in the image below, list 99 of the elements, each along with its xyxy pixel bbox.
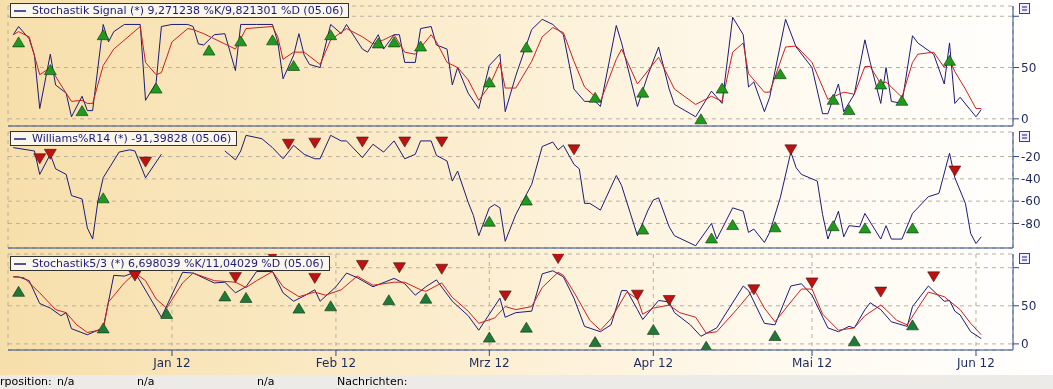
point [435,136,449,148]
point [149,82,163,94]
point [229,272,242,283]
point [398,136,412,148]
point [382,294,396,306]
point [943,55,956,66]
y-tick-label: 50 [1021,299,1037,314]
y-tick-label: 50 [1021,60,1037,75]
point [234,35,248,47]
point [826,220,840,231]
point [356,136,369,148]
point [588,336,602,347]
point [44,64,57,75]
point [483,76,496,88]
point [784,144,798,156]
point [324,29,337,41]
point [44,149,57,160]
x-tick-label: Jun 12 [956,355,995,370]
point [483,215,496,227]
text: Nachrichten: [337,375,408,388]
point [895,95,909,106]
point [662,295,676,306]
point [266,34,279,46]
x-tick-label: Apr 12 [633,355,674,370]
point [694,113,708,125]
point [96,29,110,41]
point [588,91,602,103]
y-tick-label: -80 [1021,216,1041,231]
text: n/a [257,375,275,388]
y-tick-label: 0 [1021,337,1029,352]
point [12,286,25,297]
point [356,260,369,271]
point [726,219,739,230]
point [292,302,306,314]
point [287,60,300,71]
point [33,153,47,165]
point [927,271,940,283]
point [858,222,872,234]
text: n/a [137,375,155,388]
point [520,321,533,333]
point [715,82,729,94]
x-tick-label: Mrz 12 [469,355,510,370]
point [826,94,840,105]
point [393,262,406,274]
point [848,335,861,347]
point [874,286,888,298]
x-tick-label: Feb 12 [315,355,357,370]
point [520,194,533,206]
point [128,270,142,282]
y-tick-label: -60 [1021,194,1041,209]
point [906,319,919,331]
point [636,86,650,98]
y-tick-label: -40 [1021,172,1041,187]
point [948,165,962,177]
chart-title: Stochastik5/3 (*) 6,698039 %K/11,04029 %D (05.06) [32,257,324,270]
point [551,254,565,264]
point [773,68,787,79]
point [239,292,253,303]
point [631,289,644,301]
point [906,222,919,234]
point [308,137,322,149]
x-tick-label: Mai 12 [791,355,833,370]
point [705,232,718,244]
point [12,36,25,48]
point [647,324,660,335]
text: rposition: [0,375,52,388]
point [96,192,110,204]
point [202,44,216,56]
point [96,322,110,334]
point [636,223,650,235]
y-tick-label: -20 [1021,149,1041,164]
point [419,292,433,304]
point [324,300,337,312]
point [768,330,782,341]
chart-title: Stochastik Signal (*) 9,271238 %K/9,821301 %D (05.06) [32,4,344,17]
point [567,144,581,156]
point [483,331,496,343]
point [139,156,152,168]
point [218,290,232,302]
point [435,263,449,275]
chart-title: Williams%R14 (*) -91,39828 (05.06) [32,132,232,145]
point [308,273,322,284]
point [387,36,401,48]
point [805,277,819,289]
x-tick-label: Jan 12 [152,355,191,370]
text: n/a [57,375,75,388]
point [160,308,173,319]
point [498,290,512,302]
point [371,37,385,49]
point [414,40,427,52]
point [842,104,856,115]
y-tick-label: 0 [1021,112,1029,127]
point [75,105,89,116]
point [874,78,888,90]
point [699,340,713,350]
point [520,41,533,53]
point [282,138,295,150]
point [747,284,761,296]
point [768,221,782,233]
